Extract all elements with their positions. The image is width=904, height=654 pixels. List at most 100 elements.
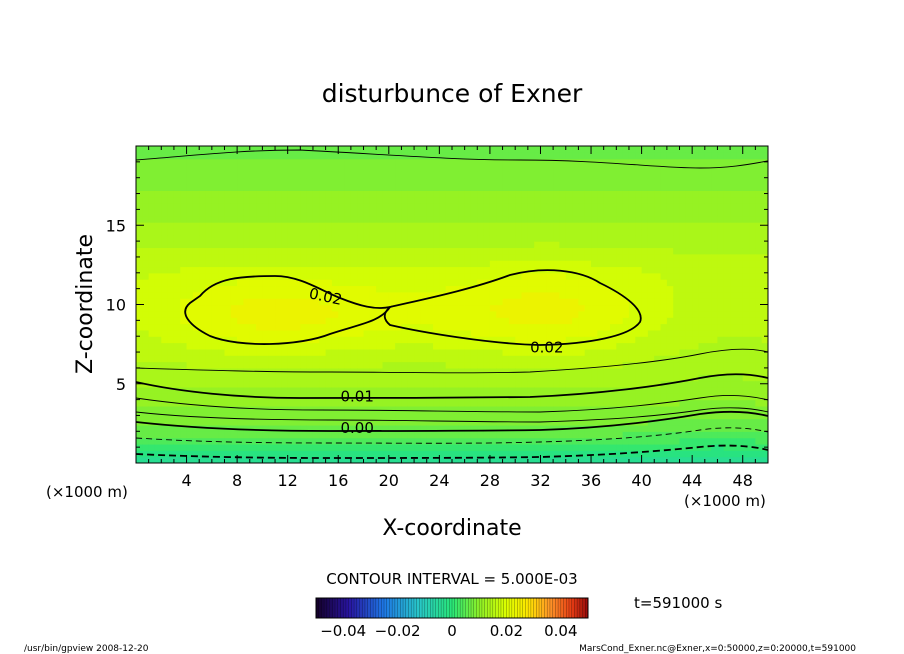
field-cell	[610, 234, 617, 242]
field-cell	[685, 450, 693, 458]
field-cell	[312, 222, 320, 230]
field-cell	[319, 298, 327, 306]
field-cell	[433, 209, 440, 217]
field-cell	[622, 146, 630, 153]
field-cell	[294, 304, 301, 312]
field-cell	[502, 361, 510, 369]
field-cell	[249, 215, 257, 223]
field-cell	[477, 367, 485, 375]
field-cell	[628, 260, 636, 268]
field-cell	[294, 355, 301, 363]
field-cell	[565, 329, 573, 337]
field-cell	[635, 348, 643, 356]
field-cell	[344, 158, 352, 166]
field-cell	[167, 342, 175, 350]
field-cell	[610, 253, 617, 261]
field-cell	[717, 361, 725, 369]
field-cell	[262, 203, 270, 210]
field-cell	[256, 196, 263, 204]
field-cell	[603, 412, 611, 420]
field-cell	[376, 196, 384, 204]
field-cell	[565, 285, 573, 293]
field-cell	[584, 355, 592, 363]
field-cell	[736, 355, 744, 363]
field-cell	[414, 323, 421, 331]
field-cell	[211, 304, 219, 312]
field-cell	[616, 450, 624, 458]
field-cell	[142, 431, 150, 439]
field-cell	[388, 152, 396, 160]
field-cell	[363, 272, 371, 280]
field-cell	[723, 355, 731, 363]
field-cell	[312, 361, 320, 369]
field-cell	[622, 405, 630, 413]
field-cell	[218, 215, 226, 223]
field-cell	[325, 260, 333, 268]
field-cell	[275, 431, 282, 439]
field-cell	[730, 291, 737, 299]
field-cell	[275, 298, 282, 306]
field-cell	[559, 317, 567, 325]
field-cell	[635, 336, 643, 344]
field-cell	[312, 165, 320, 172]
field-cell	[154, 367, 162, 375]
field-cell	[433, 152, 440, 160]
field-cell	[591, 196, 598, 204]
field-cell	[433, 355, 440, 363]
field-cell	[647, 298, 655, 306]
field-cell	[420, 450, 428, 458]
field-cell	[205, 291, 213, 299]
field-cell	[275, 209, 282, 217]
field-cell	[673, 405, 681, 413]
field-cell	[597, 146, 605, 153]
field-cell	[401, 260, 409, 268]
field-cell	[173, 184, 181, 191]
field-cell	[395, 424, 403, 432]
field-cell	[224, 241, 232, 249]
field-cell	[711, 304, 719, 312]
field-cell	[673, 146, 681, 153]
field-cell	[565, 177, 573, 185]
field-cell	[414, 367, 421, 375]
field-cell	[237, 285, 245, 293]
field-cell	[237, 361, 245, 369]
field-cell	[603, 431, 611, 439]
field-cell	[161, 418, 169, 426]
field-cell	[515, 279, 523, 287]
field-cell	[736, 253, 744, 261]
field-cell	[540, 279, 548, 287]
field-cell	[603, 253, 611, 261]
field-cell	[142, 437, 150, 445]
field-cell	[230, 196, 238, 204]
field-cell	[647, 450, 655, 458]
field-cell	[268, 412, 276, 420]
field-cell	[540, 285, 548, 293]
field-cell	[603, 260, 611, 268]
field-cell	[597, 367, 605, 375]
field-cell	[142, 196, 150, 204]
field-cell	[534, 298, 542, 306]
field-cell	[515, 298, 523, 306]
field-cell	[426, 203, 434, 210]
field-cell	[711, 203, 719, 210]
field-cell	[205, 298, 213, 306]
field-cell	[546, 405, 554, 413]
field-cell	[749, 380, 756, 388]
field-cell	[717, 393, 725, 401]
field-cell	[546, 152, 554, 160]
field-cell	[565, 336, 573, 344]
field-cell	[704, 203, 712, 210]
field-cell	[192, 158, 200, 166]
field-cell	[717, 190, 725, 198]
field-cell	[559, 348, 567, 356]
field-cell	[749, 418, 756, 426]
field-cell	[262, 380, 270, 388]
field-cell	[205, 450, 213, 458]
field-cell	[148, 329, 156, 337]
field-cell	[565, 241, 573, 249]
field-cell	[641, 285, 649, 293]
field-cell	[654, 177, 662, 185]
field-cell	[515, 184, 523, 191]
field-cell	[306, 165, 314, 172]
field-cell	[148, 386, 156, 394]
